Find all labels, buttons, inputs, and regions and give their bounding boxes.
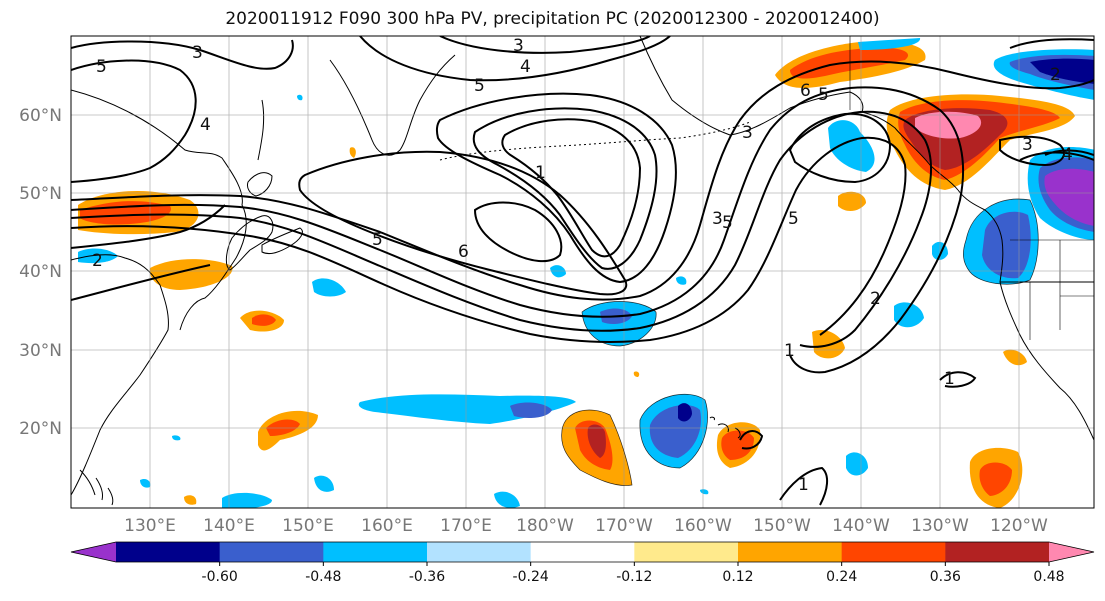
contour-label: 6 <box>458 242 469 262</box>
colorbar-swatch <box>219 542 324 562</box>
lon-label: 160°E <box>361 516 413 536</box>
colorbar-tick-label: 0.48 <box>1033 569 1064 585</box>
map-title: 2020011912 F090 300 hPa PV, precipitatio… <box>225 9 880 29</box>
colorbar-tick-label: -0.12 <box>616 569 652 585</box>
coastlines <box>71 36 1094 506</box>
contour-label: 3 <box>513 36 524 56</box>
contour-label: 2 <box>1050 65 1061 85</box>
colorbar-outline <box>70 541 1095 563</box>
latitude-labels: 60°N 50°N 40°N 30°N 20°N <box>19 106 62 439</box>
contour-label: 3 <box>742 123 753 143</box>
lon-label: 160°W <box>674 516 732 536</box>
lon-label: 140°W <box>832 516 890 536</box>
colorbar-swatch <box>738 542 843 562</box>
contour-label: 1 <box>798 475 809 495</box>
lat-label-60n: 60°N <box>19 106 62 126</box>
contour-label: 4 <box>520 57 531 77</box>
lon-label: 150°W <box>753 516 811 536</box>
colorbar-swatch <box>116 542 221 562</box>
contour-label: 4 <box>1062 145 1073 165</box>
contour-label: 2 <box>870 289 881 309</box>
colorbar-swatch <box>323 542 428 562</box>
contour-label: 3 <box>712 209 723 229</box>
lon-label: 140°E <box>203 516 255 536</box>
contour-label: 5 <box>372 230 383 250</box>
lon-label: 170°E <box>440 516 492 536</box>
contour-label: 1 <box>944 369 955 389</box>
colorbar: -0.60 -0.48 -0.36 -0.24 -0.12 0.12 0.24 0.36 0.4… <box>70 541 1095 585</box>
colorbar-tick-label: -0.60 <box>202 569 238 585</box>
colorbar-swatch <box>945 542 1050 562</box>
shading-outlines <box>561 198 1039 486</box>
contour-label: 1 <box>784 341 795 361</box>
lon-label: 150°E <box>282 516 334 536</box>
lat-label-30n: 30°N <box>19 341 62 361</box>
contour-label: 6 <box>800 81 811 101</box>
contour-label: 1 <box>535 163 546 183</box>
contour-label: 5 <box>474 76 485 96</box>
lon-label: 170°W <box>595 516 653 536</box>
colorbar-swatch <box>634 542 739 562</box>
colorbar-tick-label: -0.48 <box>305 569 341 585</box>
colorbar-tick-label: -0.36 <box>409 569 445 585</box>
colorbar-tick-label: 0.36 <box>930 569 961 585</box>
lat-label-50n: 50°N <box>19 184 62 204</box>
colorbar-swatch <box>427 542 532 562</box>
contour-label: 3 <box>192 43 203 63</box>
contour-label: 4 <box>200 115 211 135</box>
colorbar-extend-low <box>71 542 116 562</box>
colorbar-tick-label: 0.12 <box>722 569 753 585</box>
contour-label: 5 <box>722 213 733 233</box>
longitude-labels: 130°E 140°E 150°E 160°E 170°E 180°W 170°… <box>124 516 1048 536</box>
colorbar-tick-label: 0.24 <box>826 569 857 585</box>
contour-label: 3 <box>1022 135 1033 155</box>
contour-label: 5 <box>818 85 829 105</box>
colorbar-swatch <box>530 542 635 562</box>
lat-label-40n: 40°N <box>19 262 62 282</box>
contour-label: 5 <box>96 57 107 77</box>
contour-label: 2 <box>92 251 103 271</box>
colorbar-extend-high <box>1049 542 1094 562</box>
lon-label: 180°W <box>516 516 574 536</box>
colorbar-tick-label: -0.24 <box>513 569 549 585</box>
lon-label: 130°W <box>911 516 969 536</box>
colorbar-swatch <box>841 542 946 562</box>
lat-label-20n: 20°N <box>19 419 62 439</box>
lon-label: 130°E <box>124 516 176 536</box>
lon-label: 120°W <box>990 516 1048 536</box>
map-frame <box>70 35 1095 509</box>
gridlines <box>71 36 1094 508</box>
pv-contours <box>71 36 1094 506</box>
precip-positive-shading <box>78 41 1075 508</box>
pv-contour-labels: 5 3 4 3 5 6 5 2 1 6 5 3 4 5 5 3 2 1 1 2 … <box>92 36 1073 495</box>
contour-label: 5 <box>788 209 799 229</box>
